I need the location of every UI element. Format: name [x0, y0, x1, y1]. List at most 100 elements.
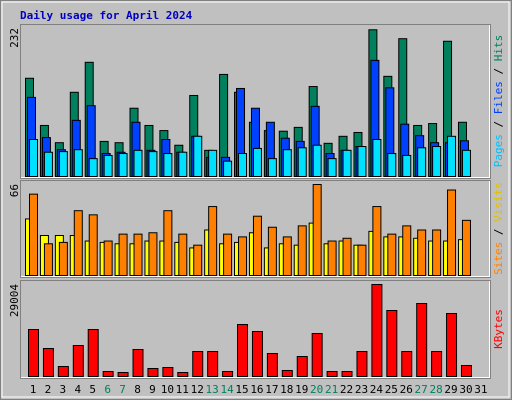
bar — [147, 368, 159, 377]
legend: Pages / Files / Hits — [492, 35, 505, 168]
bar — [431, 350, 443, 377]
bar — [237, 324, 249, 378]
bar — [163, 210, 173, 277]
bar — [417, 229, 427, 276]
bar — [371, 284, 383, 377]
bar — [223, 233, 233, 277]
bar — [73, 149, 83, 177]
bar — [43, 243, 53, 276]
bar — [372, 206, 382, 276]
bar — [342, 149, 352, 178]
bar — [148, 151, 158, 178]
bar — [103, 154, 113, 177]
x-tick-label: 21 — [325, 383, 338, 396]
bar — [193, 135, 203, 178]
bar — [357, 146, 367, 178]
bar — [356, 350, 368, 377]
bar — [87, 329, 99, 377]
bar — [267, 158, 277, 177]
x-tick-label: 24 — [370, 383, 384, 396]
bar — [207, 350, 219, 377]
bar — [28, 329, 39, 377]
legend-entry: Pages — [492, 134, 505, 167]
bar — [178, 151, 188, 177]
y-tick-label: 29004 — [8, 284, 21, 317]
bar — [327, 158, 337, 177]
bar — [118, 233, 128, 277]
x-tick-label: 29 — [444, 383, 457, 396]
bar — [372, 139, 382, 177]
bar — [312, 144, 322, 177]
x-tick-label: 7 — [119, 383, 126, 396]
x-tick-label: 8 — [134, 383, 141, 396]
bar — [447, 189, 457, 276]
x-tick-label: 16 — [250, 383, 263, 396]
x-tick-label: 20 — [310, 383, 323, 396]
bar — [29, 193, 38, 277]
bar — [387, 233, 397, 277]
x-tick-label: 18 — [280, 383, 293, 396]
bar — [327, 240, 337, 276]
bar — [132, 349, 144, 378]
legend-separator: / — [492, 222, 505, 242]
bar — [281, 369, 293, 378]
bar — [57, 365, 69, 377]
bar — [326, 371, 338, 378]
bar — [417, 147, 427, 178]
bar — [461, 149, 471, 178]
bar — [297, 225, 307, 276]
bar — [432, 146, 442, 178]
bar — [148, 232, 158, 276]
bar — [73, 210, 83, 277]
x-tick-label: 4 — [74, 383, 81, 396]
bar — [311, 333, 323, 378]
x-tick-label: 11 — [176, 383, 189, 396]
bar — [162, 367, 174, 377]
x-tick-label: 25 — [385, 383, 398, 396]
bar — [296, 356, 308, 378]
bar — [238, 153, 248, 178]
bar — [432, 229, 442, 276]
x-tick-label: 22 — [340, 383, 353, 396]
chart-title: Daily usage for April 2024 — [20, 9, 193, 22]
bar — [312, 184, 322, 276]
x-tick-label: 19 — [295, 383, 308, 396]
y-tick-label: 66 — [8, 184, 21, 197]
bar — [386, 310, 398, 378]
legend: Sites / Visits — [492, 182, 505, 275]
bar — [133, 149, 143, 178]
bar — [223, 160, 233, 177]
x-tick-label: 26 — [400, 383, 413, 396]
bar — [177, 372, 189, 378]
bar — [341, 371, 353, 378]
x-tick-label: 2 — [45, 383, 52, 396]
x-tick-label: 31 — [474, 383, 487, 396]
bar — [58, 241, 68, 276]
bar — [402, 154, 412, 177]
bar — [118, 153, 128, 178]
bar — [267, 226, 277, 277]
bar — [193, 244, 203, 277]
x-tick-label: 14 — [220, 383, 234, 396]
bar — [402, 225, 412, 276]
legend: KBytes — [492, 309, 505, 349]
x-tick-label: 3 — [60, 383, 67, 396]
legend-entry: Hits — [492, 35, 505, 62]
x-tick-label: 28 — [429, 383, 442, 396]
legend-separator: / — [492, 61, 505, 81]
y-tick-label: 232 — [8, 28, 21, 48]
bar — [133, 233, 143, 277]
bar — [192, 350, 204, 377]
bar — [163, 153, 173, 178]
x-tick-label: 1 — [30, 383, 37, 396]
bar — [446, 313, 458, 377]
x-tick-label: 5 — [89, 383, 96, 396]
bar — [208, 206, 218, 276]
bar — [222, 371, 234, 378]
x-tick-label: 12 — [191, 383, 204, 396]
bar — [401, 350, 413, 377]
bar — [58, 151, 68, 178]
bar — [297, 147, 307, 178]
